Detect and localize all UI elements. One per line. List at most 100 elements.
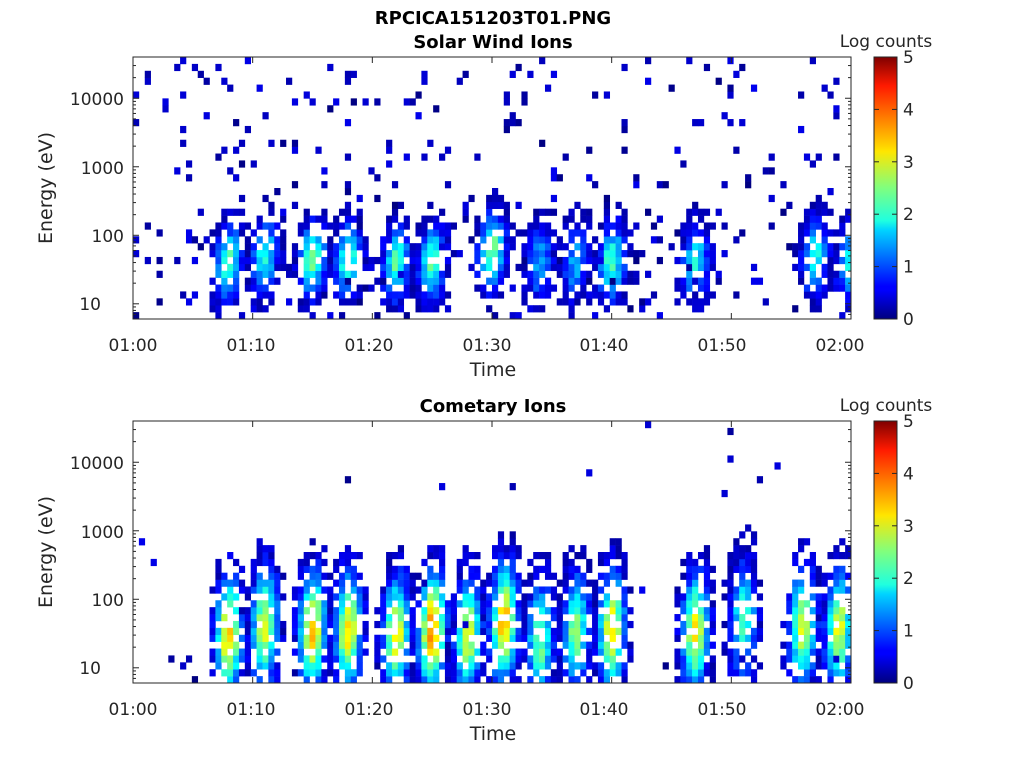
spectrogram-cell: [680, 662, 687, 670]
spectrogram-cell: [391, 586, 399, 594]
spectrogram-cell: [586, 565, 593, 573]
spectrogram-cell: [609, 627, 616, 636]
spectrogram-cell: [609, 552, 616, 560]
spectrogram-cell: [274, 222, 281, 230]
spectrogram-cell: [338, 572, 346, 580]
spectrogram-cell: [497, 565, 505, 573]
spectrogram-cell: [309, 627, 316, 636]
spectrogram-cell: [786, 655, 793, 663]
spectrogram-cell: [486, 305, 493, 313]
spectrogram-cell: [621, 669, 628, 677]
spectrogram-cell: [697, 552, 705, 560]
spectrogram-cell: [621, 222, 628, 230]
spectrogram-cell: [303, 270, 310, 278]
spectrogram-cell: [338, 627, 346, 636]
spectrogram-cell: [227, 236, 234, 244]
spectrogram-cell: [397, 270, 405, 278]
spectrogram-cell: [497, 538, 505, 546]
spectrogram-cell: [803, 263, 811, 272]
spectrogram-cell: [321, 620, 328, 629]
spectrogram-cell: [556, 627, 563, 636]
spectrogram-cell: [333, 243, 340, 251]
spectrogram-cell: [468, 620, 475, 629]
spectrogram-cell: [815, 215, 822, 223]
spectrogram-cell: [180, 662, 187, 670]
spectrogram-cell: [462, 655, 469, 663]
spectrogram-cell: [480, 641, 487, 649]
spectrogram-cell: [386, 662, 393, 670]
spectrogram-cell: [268, 545, 275, 553]
spectrogram-cell: [686, 572, 693, 580]
spectrogram-cell: [344, 77, 352, 85]
spectrogram-cell: [703, 270, 711, 278]
spectrogram-cell: [709, 256, 716, 265]
spectrogram-cell: [309, 600, 316, 608]
spectrogram-cell: [680, 236, 687, 244]
spectrogram-cell: [444, 291, 452, 299]
spectrogram-cell: [250, 558, 257, 567]
spectrogram-cell: [480, 222, 487, 230]
spectrogram-cell: [815, 662, 822, 670]
spectrogram-cell: [338, 291, 346, 299]
spectrogram-cell: [703, 263, 711, 272]
spectrogram-cell: [333, 579, 340, 587]
spectrogram-cell: [256, 552, 263, 560]
spectrogram-cell: [621, 263, 628, 272]
spectrogram-cell: [350, 565, 357, 573]
spectrogram-cell: [403, 284, 410, 292]
spectrogram-cell: [456, 565, 463, 573]
spectrogram-cell: [233, 298, 240, 306]
spectrogram-cell: [456, 579, 463, 587]
spectrogram-cell: [833, 153, 840, 161]
spectrogram-cell: [256, 277, 263, 285]
spectrogram-cell: [615, 538, 622, 546]
spectrogram-cell: [397, 607, 405, 615]
spectrogram-cell: [497, 620, 505, 629]
spectrogram-cell: [556, 579, 563, 587]
spectrogram-cell: [603, 620, 611, 629]
spectrogram-cell: [233, 270, 240, 278]
spectrogram-cell: [745, 181, 752, 189]
spectrogram-cell: [539, 291, 546, 299]
spectrogram-cell: [309, 263, 316, 272]
spectrogram-cell: [303, 256, 310, 265]
spectrogram-cell: [597, 250, 605, 258]
spectrogram-cell: [492, 552, 499, 560]
spectrogram-cell: [539, 305, 546, 313]
spectrogram-cell: [409, 256, 416, 265]
spectrogram-cell: [221, 284, 228, 292]
spectrogram-cell: [497, 641, 505, 649]
spectrogram-cell: [486, 600, 493, 608]
spectrogram-cell: [433, 620, 440, 629]
spectrogram-cell: [562, 153, 569, 161]
spectrogram-cell: [321, 181, 328, 189]
spectrogram-cell: [297, 600, 304, 608]
spectrogram-cell: [568, 312, 575, 320]
spectrogram-cell: [209, 586, 216, 594]
spectrogram-cell: [592, 263, 599, 272]
spectrogram-cell: [533, 305, 540, 313]
spectrogram-cell: [539, 600, 546, 608]
spectrogram-cell: [650, 222, 658, 230]
spectrogram-cell: [303, 284, 310, 292]
spectrogram-cell: [621, 552, 628, 560]
spectrogram-cell: [215, 222, 222, 230]
spectrogram-cell: [380, 620, 387, 629]
spectrogram-cell: [786, 641, 793, 649]
spectrogram-cell: [386, 284, 393, 292]
spectrogram-cell: [592, 627, 599, 636]
spectrogram-cell: [397, 669, 405, 677]
spectrogram-cell: [315, 565, 322, 573]
spectrogram-cell: [574, 222, 581, 230]
spectrogram-cell: [645, 57, 652, 65]
spectrogram-cell: [586, 600, 593, 608]
spectrogram-cell: [603, 305, 611, 313]
spectrogram-cell: [250, 572, 257, 580]
spectrogram-cell: [409, 662, 416, 670]
spectrogram-cell: [356, 552, 363, 560]
spectrogram-cell: [456, 586, 463, 594]
spectrogram-cell: [792, 634, 799, 642]
spectrogram-cell: [733, 593, 740, 601]
spectrogram-cell: [550, 284, 558, 292]
spectrogram-cell: [374, 256, 381, 265]
